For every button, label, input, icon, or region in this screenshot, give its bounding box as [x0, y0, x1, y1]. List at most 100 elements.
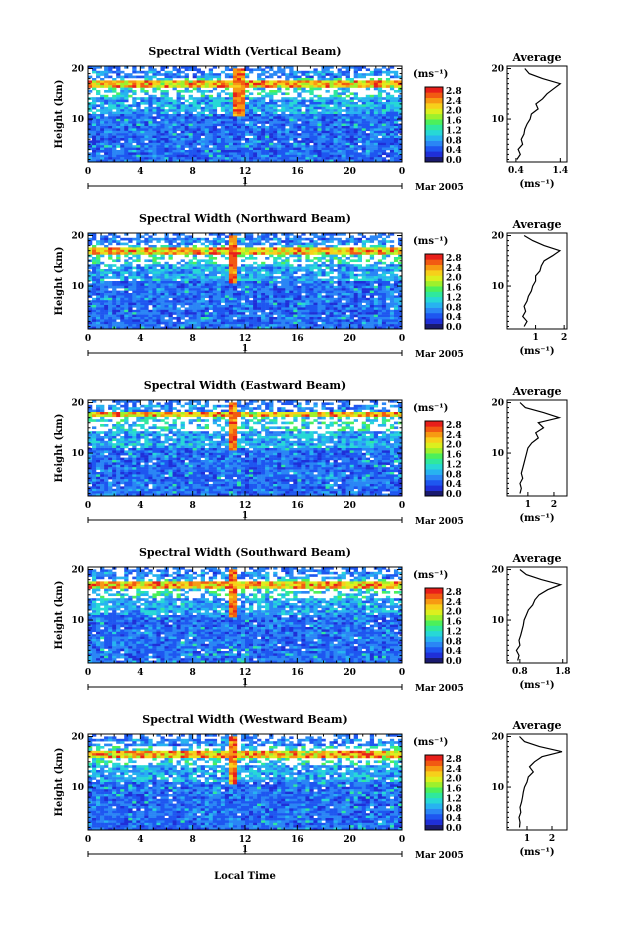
colorbar-segment — [425, 588, 443, 594]
average-x-tick-label: 2 — [551, 500, 557, 510]
average-x-label: (ms⁻¹) — [519, 346, 554, 357]
y-tick-label: 10 — [71, 616, 84, 626]
panel-2: Spectral Width (Eastward Beam)2010Height… — [54, 379, 568, 527]
colorbar-segment — [425, 447, 443, 454]
colorbar-tick-label: 1.6 — [446, 618, 462, 628]
average-x-tick-label: 1 — [532, 333, 538, 343]
colorbar-unit: (ms⁻¹) — [413, 69, 448, 80]
heatmap-cells — [88, 400, 403, 497]
average-y-tick-label: 10 — [491, 115, 504, 125]
colorbar-tick-label: 1.6 — [446, 451, 462, 461]
y-axis-label: Height (km) — [54, 247, 65, 316]
average-title: Average — [511, 719, 561, 732]
colorbar-segment — [425, 646, 443, 653]
x-tick-label: 8 — [190, 167, 196, 177]
panel-title: Spectral Width (Southward Beam) — [139, 546, 351, 559]
colorbar-unit: (ms⁻¹) — [413, 737, 448, 748]
colorbar-segment — [425, 140, 443, 147]
colorbar-segment — [425, 630, 443, 637]
colorbar-segment — [425, 824, 443, 831]
colorbar-tick-label: 0.4 — [446, 814, 462, 824]
colorbar-tick-label: 0.8 — [446, 637, 462, 647]
colorbar-tick-label: 1.2 — [446, 126, 462, 136]
colorbar-segment — [425, 151, 443, 157]
colorbar-segment — [425, 129, 443, 136]
colorbar-segment — [425, 437, 443, 443]
x-tick-label: 12 — [239, 334, 252, 344]
colorbar-segment — [425, 808, 443, 815]
x-tick-label: 0 — [399, 668, 405, 678]
colorbar-segment — [425, 771, 443, 777]
average-x-tick-label: 2 — [549, 834, 555, 844]
x-axis-label: Local Time — [214, 871, 276, 882]
x-tick-label: 8 — [190, 501, 196, 511]
colorbar-tick-label: 1.2 — [446, 627, 462, 637]
colorbar-segment — [425, 442, 443, 449]
colorbar-tick-label: 0.4 — [446, 647, 462, 657]
y-axis-label: Height (km) — [54, 80, 65, 149]
colorbar-tick-label: 0.0 — [446, 490, 462, 500]
heatmap-cells — [88, 734, 403, 831]
colorbar-tick-label: 2.0 — [446, 107, 462, 117]
average-x-label: (ms⁻¹) — [519, 513, 554, 524]
day-label: 1 — [242, 177, 248, 187]
x-tick-label: 4 — [137, 668, 143, 678]
colorbar-segment — [425, 113, 443, 120]
colorbar-tick-label: 0.8 — [446, 303, 462, 313]
colorbar-segment — [425, 609, 443, 616]
x-tick-label: 0 — [399, 501, 405, 511]
average-title: Average — [511, 218, 561, 231]
colorbar-segment — [425, 463, 443, 470]
colorbar-segment — [425, 103, 443, 109]
colorbar-segment — [425, 323, 443, 330]
panel-title: Spectral Width (Vertical Beam) — [148, 45, 341, 58]
colorbar-segment — [425, 474, 443, 481]
average-profile-line — [519, 402, 562, 494]
colorbar-segment — [425, 156, 443, 163]
average-y-tick-label: 20 — [491, 566, 504, 576]
colorbar-tick-label: 0.8 — [446, 804, 462, 814]
average-frame — [506, 232, 568, 330]
colorbar-unit: (ms⁻¹) — [413, 236, 448, 247]
average-x-label: (ms⁻¹) — [519, 680, 554, 691]
x-tick-label: 0 — [399, 835, 405, 845]
colorbar-segment — [425, 291, 443, 298]
x-tick-label: 16 — [291, 501, 304, 511]
date-label: Mar 2005 — [415, 684, 464, 694]
colorbar-segment — [425, 792, 443, 799]
average-y-tick-label: 20 — [491, 232, 504, 242]
average-x-tick-label: 2 — [561, 333, 567, 343]
colorbar-tick-label: 2.4 — [446, 97, 462, 107]
colorbar-segment — [425, 302, 443, 308]
average-y-tick-label: 10 — [491, 282, 504, 292]
colorbar-tick-label: 2.4 — [446, 765, 462, 775]
colorbar-segment — [425, 636, 443, 642]
colorbar-tick-label: 0.4 — [446, 313, 462, 323]
colorbar-segment — [425, 797, 443, 804]
colorbar-segment — [425, 275, 443, 282]
average-x-label: (ms⁻¹) — [519, 179, 554, 190]
x-tick-label: 4 — [137, 835, 143, 845]
date-label: Mar 2005 — [415, 517, 464, 527]
colorbar-tick-label: 1.6 — [446, 284, 462, 294]
day-label: 1 — [242, 511, 248, 521]
date-label: Mar 2005 — [415, 851, 464, 861]
x-tick-label: 16 — [291, 334, 304, 344]
x-tick-label: 8 — [190, 835, 196, 845]
colorbar-frame — [424, 587, 444, 664]
panel-title: Spectral Width (Northward Beam) — [139, 212, 351, 225]
y-tick-label: 20 — [71, 65, 84, 75]
average-frame — [506, 566, 568, 664]
x-tick-label: 12 — [239, 668, 252, 678]
day-label: 1 — [242, 344, 248, 354]
x-tick-label: 4 — [137, 334, 143, 344]
colorbar-tick-label: 0.0 — [446, 156, 462, 166]
colorbar-tick-label: 2.4 — [446, 264, 462, 274]
colorbar-tick-label: 1.2 — [446, 460, 462, 470]
average-x-tick-label: 0.4 — [508, 166, 524, 176]
colorbar-segment — [425, 765, 443, 772]
average-title: Average — [511, 51, 561, 64]
colorbar-tick-label: 2.0 — [446, 274, 462, 284]
average-x-label: (ms⁻¹) — [519, 847, 554, 858]
colorbar-segment — [425, 421, 443, 427]
